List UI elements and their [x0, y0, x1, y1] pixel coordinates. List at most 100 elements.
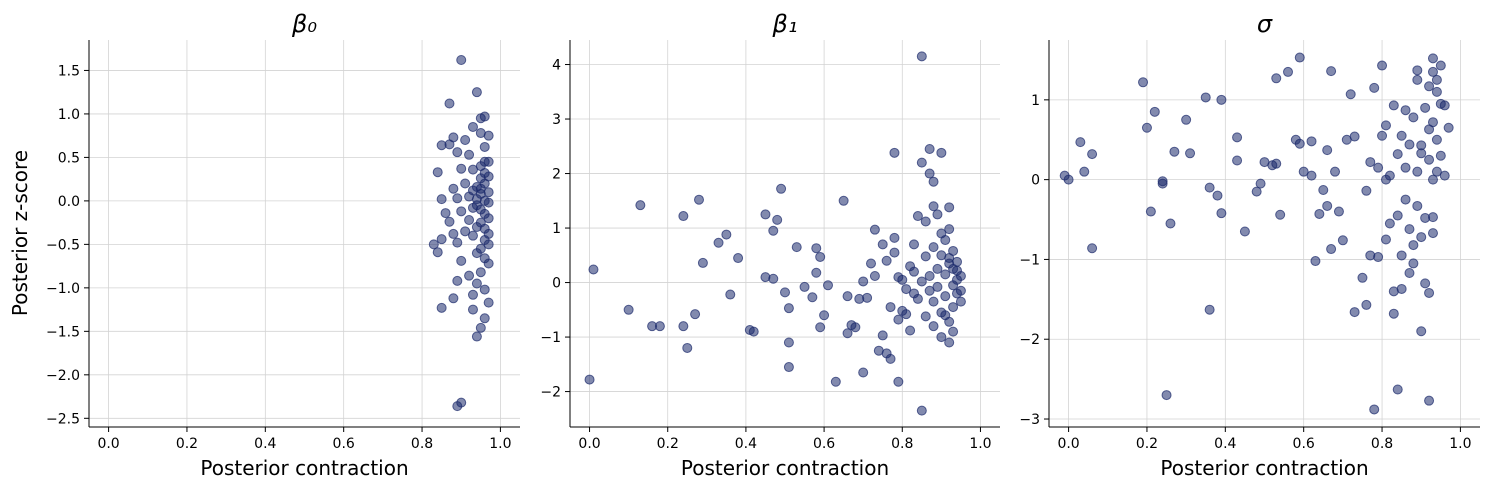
data-point — [1373, 162, 1384, 173]
data-point — [940, 291, 951, 302]
data-point — [690, 309, 701, 320]
data-point — [483, 213, 494, 224]
data-point — [635, 200, 646, 211]
data-point — [1392, 149, 1403, 160]
data-point — [1427, 174, 1438, 185]
data-point — [464, 270, 475, 281]
data-point — [452, 237, 463, 248]
data-point — [1427, 117, 1438, 128]
data-point — [1294, 52, 1305, 63]
y-tick-label: 1.5 — [58, 63, 80, 79]
data-point — [783, 362, 794, 373]
data-point — [721, 229, 732, 240]
data-point — [1412, 65, 1423, 76]
data-point — [479, 156, 490, 167]
panel-sigma: −3 −2 −1 0 1 0.0 0.2 0.4 0.6 0.8 1.0 σ Posterior … — [1019, 10, 1480, 480]
data-point — [1388, 308, 1399, 319]
data-point — [1087, 243, 1098, 254]
data-point — [1075, 137, 1086, 148]
x-tick-label: 0.2 — [657, 436, 679, 452]
data-point — [885, 353, 896, 364]
data-point — [901, 309, 912, 320]
data-point — [932, 281, 943, 292]
data-point — [1373, 252, 1384, 263]
x-tick-label: 0.8 — [1371, 436, 1393, 452]
data-point — [955, 296, 966, 307]
y-tick-label: −1.0 — [46, 281, 80, 297]
data-point — [1157, 176, 1168, 187]
data-point — [823, 280, 833, 291]
x-ticks: 0.0 0.2 0.4 0.6 0.8 1.0 — [578, 427, 992, 452]
data-point — [1306, 136, 1317, 147]
x-ticks: 0.0 0.2 0.4 0.6 0.8 1.0 — [1057, 427, 1472, 452]
data-point — [436, 234, 447, 245]
data-point — [1349, 131, 1360, 142]
data-point — [1294, 138, 1305, 149]
data-point — [1420, 278, 1431, 289]
data-point — [869, 224, 880, 235]
data-point — [807, 292, 818, 303]
data-point — [697, 257, 708, 268]
data-point — [1322, 145, 1333, 156]
y-ticks: −2.5 −2.0 −1.5 −1.0 −0.5 0.0 0.5 1.0 1.5 — [46, 63, 89, 427]
data-point — [819, 310, 830, 321]
data-point — [909, 266, 919, 277]
data-point — [483, 258, 494, 269]
data-point — [1408, 240, 1419, 251]
data-point — [858, 276, 869, 287]
x-tick-label: 0.6 — [1293, 436, 1315, 452]
y-tick-label: −0.5 — [46, 237, 80, 253]
gridlines — [89, 40, 520, 427]
data-point — [897, 274, 908, 285]
gridlines — [1049, 40, 1480, 427]
data-point — [1251, 186, 1262, 197]
data-point — [471, 248, 482, 259]
data-point — [452, 193, 463, 204]
data-point — [1271, 73, 1282, 84]
data-point — [936, 147, 947, 158]
data-point — [1435, 150, 1446, 161]
data-point — [1380, 120, 1391, 131]
data-point — [1424, 287, 1435, 298]
data-point — [928, 201, 939, 212]
data-point — [1388, 100, 1399, 111]
data-point — [924, 285, 935, 296]
data-point — [1326, 66, 1337, 77]
data-point — [1424, 154, 1435, 165]
data-point — [1361, 185, 1372, 196]
data-point — [588, 264, 599, 275]
data-point — [1275, 209, 1286, 220]
x-tick-label: 0.0 — [1057, 436, 1079, 452]
data-point — [682, 342, 693, 353]
x-tick-label: 0.4 — [735, 436, 757, 452]
y-tick-label: 1 — [552, 221, 561, 237]
data-point — [475, 267, 486, 278]
data-point — [1396, 130, 1407, 141]
data-point — [948, 263, 959, 274]
data-point — [460, 178, 471, 189]
data-point — [889, 247, 900, 258]
data-point — [944, 202, 955, 213]
data-point — [936, 332, 947, 343]
data-point — [460, 135, 471, 146]
data-point — [1400, 194, 1411, 205]
data-point — [464, 149, 475, 160]
data-point — [1412, 200, 1423, 211]
data-point — [456, 163, 467, 174]
data-point — [1216, 94, 1227, 105]
data-point — [1079, 166, 1090, 177]
data-point — [850, 322, 861, 333]
data-point — [464, 215, 475, 226]
data-point — [791, 242, 802, 253]
data-point — [1255, 178, 1266, 189]
data-point — [1377, 130, 1388, 141]
data-point — [1400, 105, 1411, 116]
data-point — [928, 176, 939, 187]
data-point — [678, 321, 689, 332]
data-point — [916, 276, 927, 287]
data-point — [932, 209, 943, 220]
data-point — [467, 121, 478, 132]
data-point — [475, 322, 486, 333]
data-point — [452, 147, 463, 158]
x-tick-label: 0.4 — [1214, 436, 1236, 452]
